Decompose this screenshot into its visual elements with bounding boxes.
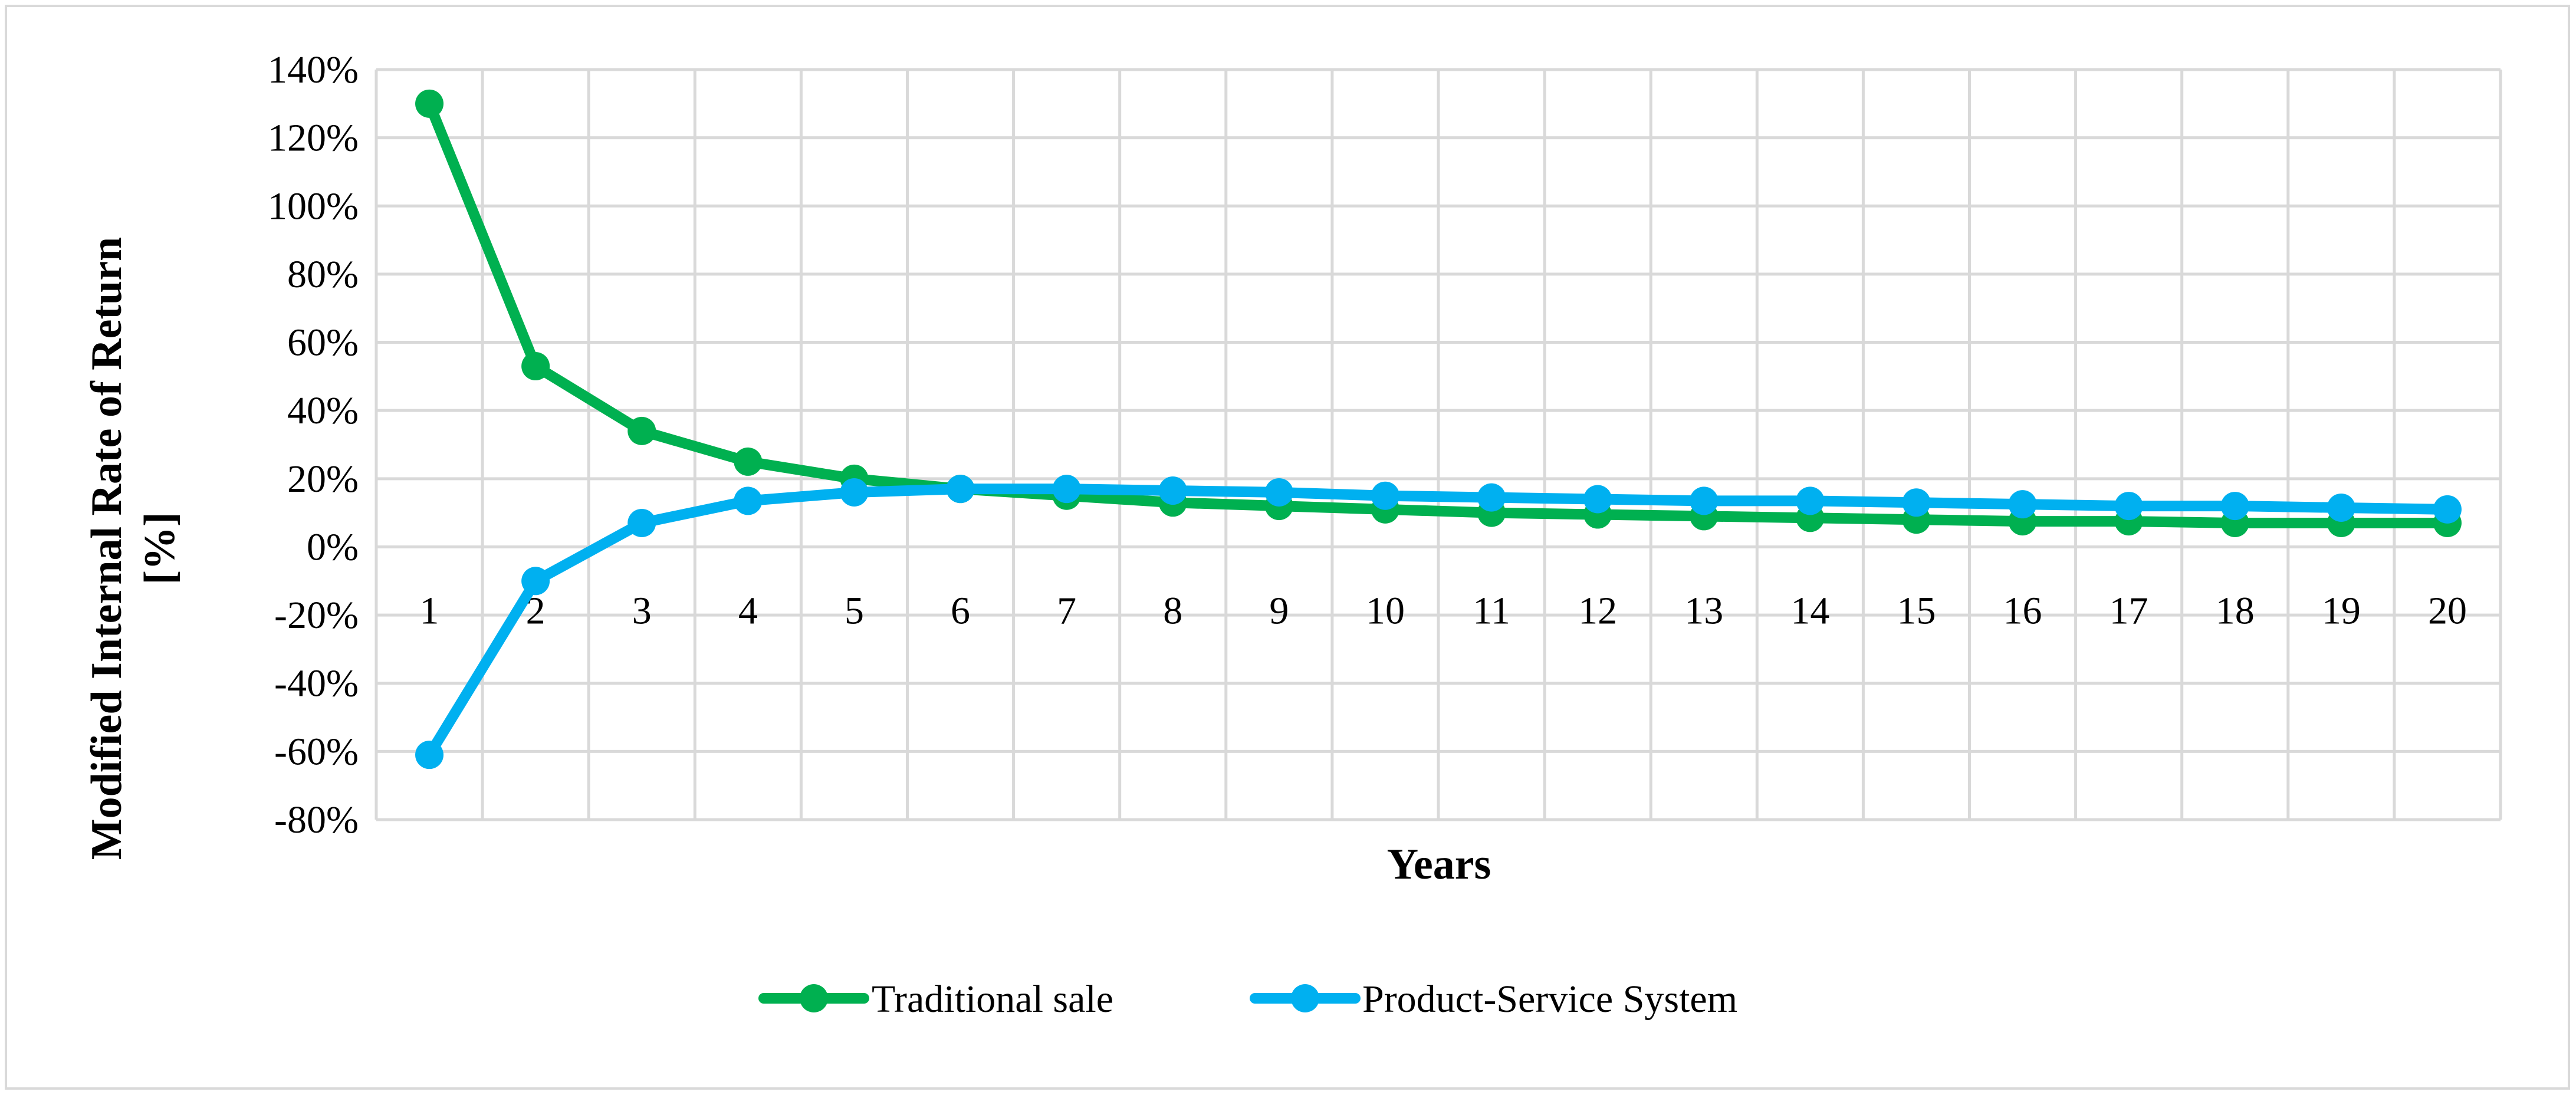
x-tick-label: 15 (1897, 589, 1936, 632)
data-point (2327, 493, 2355, 522)
x-tick-label: 17 (2110, 589, 2148, 632)
x-tick-label: 13 (1684, 589, 1723, 632)
data-point (415, 741, 444, 770)
legend: Traditional sale Product-Service System (758, 978, 1737, 1021)
data-point (734, 447, 763, 476)
data-point (2008, 490, 2037, 519)
y-tick-label: -60% (274, 730, 359, 773)
x-tick-label: 6 (951, 589, 970, 632)
legend-label-product-service-system: Product-Service System (1362, 978, 1737, 1021)
data-point (946, 475, 975, 504)
y-tick-label: 0% (307, 525, 359, 568)
legend-item-product-service-system: Product-Service System (1250, 978, 1737, 1021)
x-tick-label: 16 (2003, 589, 2042, 632)
y-tick-label: 20% (287, 458, 359, 501)
legend-item-traditional-sale: Traditional sale (758, 978, 1113, 1021)
series-line (424, 98, 2453, 528)
y-axis-title-line-2: [%] (136, 512, 184, 584)
y-tick-label: 60% (287, 321, 359, 364)
x-tick-label: 3 (632, 589, 652, 632)
y-tick-label: 100% (268, 185, 359, 228)
x-tick-label: 11 (1473, 589, 1510, 632)
gridlines (374, 68, 2502, 821)
x-tick-label: 1 (420, 589, 439, 632)
y-tick-label: 80% (287, 253, 359, 296)
y-axis-title-group: Modified Internal Rate of Return [%] (83, 237, 184, 860)
x-axis-title: Years (1387, 840, 1491, 889)
data-point (1264, 478, 1293, 507)
y-tick-label: -80% (274, 798, 359, 841)
data-point (415, 89, 444, 118)
y-tick-label: -40% (274, 662, 359, 705)
y-tick-label: -20% (274, 594, 359, 637)
data-point (521, 352, 550, 381)
data-point (840, 478, 869, 507)
data-point (1052, 475, 1081, 504)
x-tick-label: 8 (1163, 589, 1182, 632)
x-tick-label: 10 (1366, 589, 1405, 632)
data-point (1158, 476, 1187, 505)
data-point (2433, 495, 2462, 524)
x-tick-label: 9 (1269, 589, 1289, 632)
y-tick-label: 140% (268, 48, 359, 91)
y-tick-label: 40% (287, 389, 359, 432)
data-point (1371, 481, 1399, 510)
x-tick-label: 4 (738, 589, 758, 632)
data-point (627, 508, 656, 537)
data-point (627, 416, 656, 445)
x-tick-label: 12 (1578, 589, 1617, 632)
legend-label-traditional-sale: Traditional sale (872, 978, 1113, 1021)
y-axis-title-line-1: Modified Internal Rate of Return (83, 237, 131, 860)
data-point (1477, 483, 1506, 512)
x-tick-label: 18 (2216, 589, 2255, 632)
data-point (1902, 488, 1931, 517)
series-product-service-system (415, 475, 2462, 770)
y-tick-label: 120% (268, 117, 359, 160)
data-point (521, 567, 550, 596)
x-tick-label: 5 (845, 589, 864, 632)
x-tick-label: 7 (1057, 589, 1076, 632)
series-line (424, 484, 2453, 761)
data-point (1690, 486, 1719, 515)
data-point (2114, 492, 2143, 521)
data-point (2220, 492, 2249, 521)
x-tick-label: 19 (2322, 589, 2361, 632)
data-point (734, 486, 763, 515)
x-tick-label: 20 (2428, 589, 2467, 632)
data-point (1583, 485, 1612, 514)
data-point (1796, 486, 1825, 515)
x-tick-label: 14 (1790, 589, 1829, 632)
x-axis-ticks: 1 2 3 4 5 6 7 8 9 10 11 12 13 14 15 16 17 18 19 20 (420, 589, 2467, 632)
y-axis-ticks: 140% 120% 100% 80% 60% 40% 20% 0% -20% -40% -60% -8… (268, 48, 359, 841)
series-layer (415, 89, 2462, 770)
